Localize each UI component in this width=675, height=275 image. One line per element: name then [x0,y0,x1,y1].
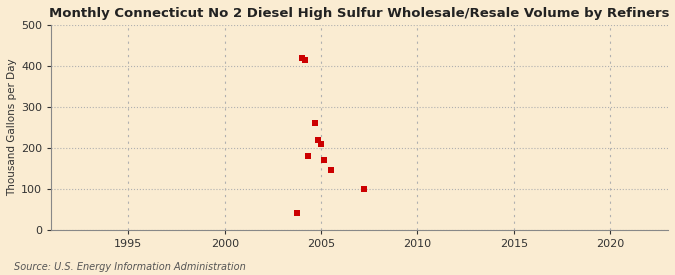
Point [316,142,327,146]
Point [313,138,323,142]
Point [292,210,302,215]
Point [319,158,330,163]
Point [300,58,310,62]
Point [303,154,314,158]
Y-axis label: Thousand Gallons per Day: Thousand Gallons per Day [7,59,17,196]
Point [359,187,370,191]
Point [309,121,320,126]
Title: Monthly Connecticut No 2 Diesel High Sulfur Wholesale/Resale Volume by Refiners: Monthly Connecticut No 2 Diesel High Sul… [49,7,670,20]
Point [296,56,307,60]
Text: Source: U.S. Energy Information Administration: Source: U.S. Energy Information Administ… [14,262,245,272]
Point [325,168,336,173]
